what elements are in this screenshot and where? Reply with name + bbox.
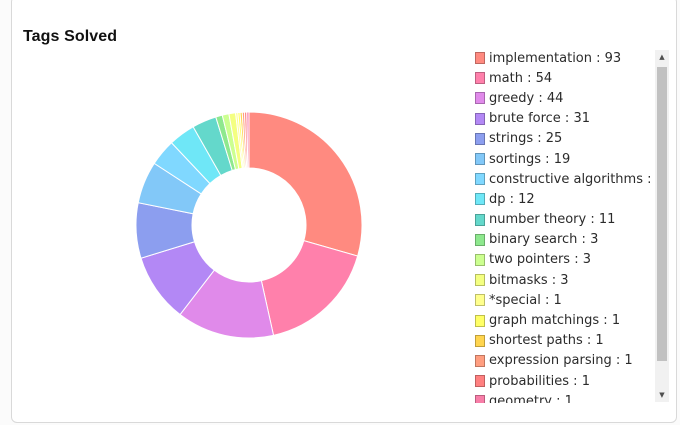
legend-label: number theory : 11 (489, 212, 616, 228)
legend-item[interactable]: brute force : 31 (470, 109, 652, 129)
legend-swatch (475, 132, 485, 145)
legend-label: brute force : 31 (489, 111, 590, 127)
legend-label: graph matchings : 1 (489, 313, 621, 329)
scroll-thumb[interactable] (657, 67, 667, 361)
legend-swatch (475, 112, 485, 125)
legend-label: greedy : 44 (489, 90, 564, 106)
legend-swatch (475, 253, 485, 266)
legend-label: dp : 12 (489, 191, 535, 207)
legend-label: shortest paths : 1 (489, 333, 604, 349)
legend-item[interactable]: sortings : 19 (470, 149, 652, 169)
legend-label: geometry : 1 (489, 393, 573, 403)
legend-swatch (475, 354, 485, 367)
legend-item[interactable]: math : 54 (470, 68, 652, 88)
legend-item[interactable]: dp : 12 (470, 189, 652, 209)
legend-label: *special : 1 (489, 292, 562, 308)
legend-swatch (475, 213, 485, 226)
legend-label: constructive algorithms : 12 (489, 171, 652, 187)
legend-swatch (475, 173, 485, 186)
legend-label: two pointers : 3 (489, 252, 592, 268)
legend-swatch (475, 92, 485, 105)
scroll-down-arrow-icon[interactable]: ▼ (659, 391, 665, 399)
legend-swatch (475, 294, 485, 307)
legend-swatch (475, 233, 485, 246)
legend-item[interactable]: probabilities : 1 (470, 371, 652, 391)
legend-label: math : 54 (489, 70, 553, 86)
legend-item[interactable]: two pointers : 3 (470, 250, 652, 270)
legend-swatch (475, 153, 485, 166)
legend-item[interactable]: implementation : 93 (470, 48, 652, 68)
legend: implementation : 93 math : 54 greedy : 44 b… (470, 48, 670, 406)
legend-item[interactable]: graph matchings : 1 (470, 310, 652, 330)
legend-item[interactable]: greedy : 44 (470, 88, 652, 108)
legend-scrollbar[interactable]: ▲ ▼ (655, 50, 669, 402)
donut-slices (135, 111, 363, 339)
chart-title: Tags Solved (23, 28, 118, 45)
legend-swatch (475, 334, 485, 347)
legend-item[interactable]: number theory : 11 (470, 210, 652, 230)
legend-label: probabilities : 1 (489, 373, 590, 389)
legend-item[interactable]: shortest paths : 1 (470, 331, 652, 351)
legend-item[interactable]: bitmasks : 3 (470, 270, 652, 290)
legend-item[interactable]: geometry : 1 (470, 391, 652, 403)
legend-item[interactable]: *special : 1 (470, 290, 652, 310)
legend-item[interactable]: expression parsing : 1 (470, 351, 652, 371)
donut-slice-geometry[interactable] (246, 111, 250, 169)
legend-label: sortings : 19 (489, 151, 571, 167)
legend-swatch (475, 52, 485, 65)
legend-swatch (475, 193, 485, 206)
legend-label: expression parsing : 1 (489, 353, 633, 369)
legend-swatch (475, 274, 485, 287)
legend-swatch (475, 395, 485, 403)
legend-label: strings : 25 (489, 131, 563, 147)
legend-label: binary search : 3 (489, 232, 599, 248)
legend-swatch (475, 375, 485, 388)
legend-swatch (475, 314, 485, 327)
legend-list[interactable]: implementation : 93 math : 54 greedy : 44 b… (470, 48, 652, 403)
legend-item[interactable]: constructive algorithms : 12 (470, 169, 652, 189)
legend-label: implementation : 93 (489, 50, 622, 66)
legend-item[interactable]: strings : 25 (470, 129, 652, 149)
donut-slice-implementation[interactable] (248, 111, 363, 257)
legend-label: bitmasks : 3 (489, 272, 569, 288)
donut-slice-math[interactable] (260, 240, 359, 336)
legend-item[interactable]: binary search : 3 (470, 230, 652, 250)
legend-swatch (475, 72, 485, 85)
scroll-up-arrow-icon[interactable]: ▲ (659, 53, 665, 61)
